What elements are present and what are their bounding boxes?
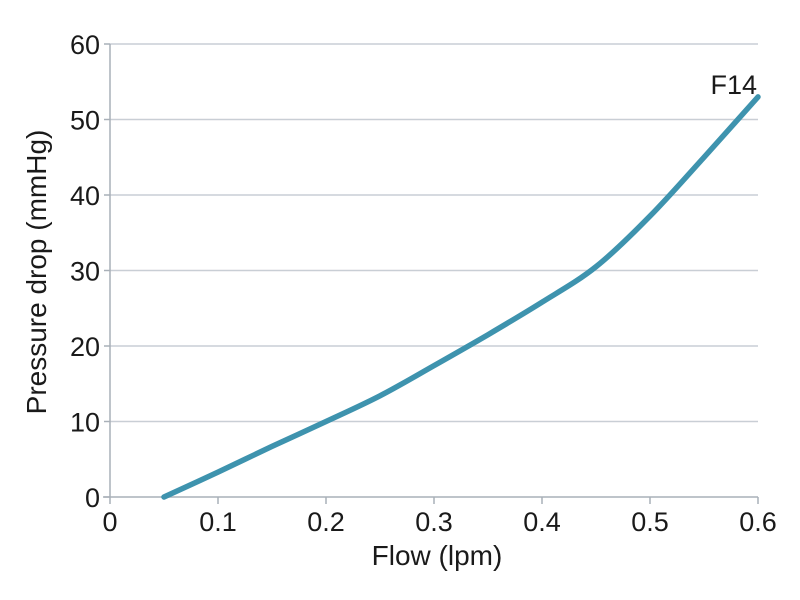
x-tick-labels: 0 0.1 0.2 0.3 0.4 0.5 0.6 [102, 507, 776, 537]
x-axis-title: Flow (lpm) [372, 540, 503, 571]
y-tick-label: 0 [85, 483, 100, 513]
series-f14-label: F14 [710, 70, 757, 100]
x-tick-label: 0 [102, 507, 117, 537]
y-tick-label: 30 [70, 257, 100, 287]
y-tick-label: 60 [70, 30, 100, 60]
x-tick-label: 0.1 [199, 507, 237, 537]
y-tick-label: 50 [70, 106, 100, 136]
f14-curve [161, 94, 761, 500]
x-tick-label: 0.4 [523, 507, 561, 537]
y-tick-label: 20 [70, 332, 100, 362]
gridlines [110, 43, 758, 423]
y-tick-labels: 0 10 20 30 40 50 60 [70, 30, 100, 513]
x-tick-label: 0.5 [631, 507, 669, 537]
x-tick-label: 0.6 [739, 507, 777, 537]
y-tick-label: 40 [70, 181, 100, 211]
axes [103, 43, 759, 504]
y-tick-label: 10 [70, 408, 100, 438]
x-tick-label: 0.2 [307, 507, 345, 537]
x-tick-label: 0.3 [415, 507, 453, 537]
y-axis-title: Pressure drop (mmHg) [21, 130, 52, 415]
